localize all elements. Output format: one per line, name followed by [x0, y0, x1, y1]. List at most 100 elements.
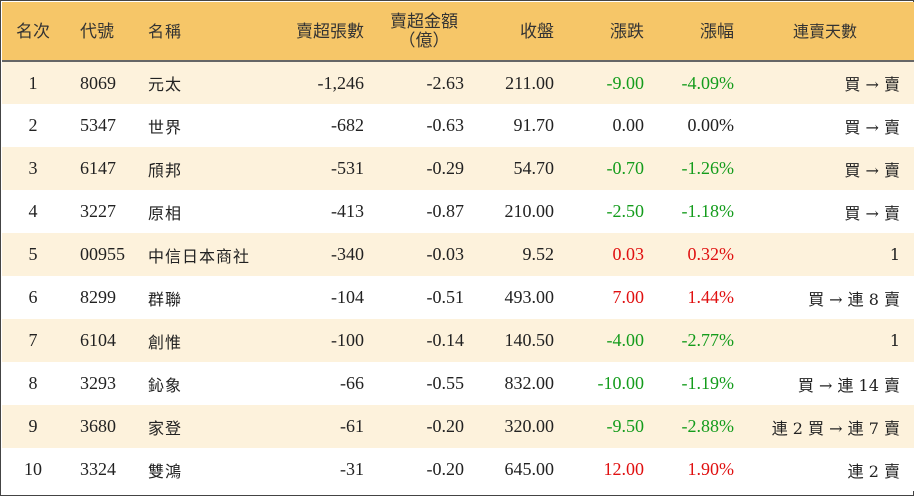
cell-net-sell-lots: -531: [331, 158, 364, 178]
cell-close: 645.00: [504, 459, 555, 479]
cell-rank: 9: [28, 416, 38, 436]
table-row[interactable]: 9 3680 家登 -61 -0.20 320.00 -9.50 -2.88% …: [2, 405, 914, 448]
cell-close: 211.00: [505, 72, 554, 93]
cell-change: 0.03: [612, 244, 645, 264]
cell-change: 7.00: [612, 287, 645, 307]
cell-rank: 8: [28, 373, 38, 393]
cell-net-sell-amount: -0.63: [426, 115, 465, 135]
cell-name[interactable]: 中信日本商社: [148, 246, 251, 266]
cell-net-sell-amount: -0.55: [426, 373, 465, 393]
table-body: 1 8069 元太 -1,246 -2.63 211.00 -9.00 -4.0…: [2, 61, 914, 491]
header-name[interactable]: 名稱: [136, 2, 264, 62]
header-code[interactable]: 代號: [64, 2, 136, 62]
header-net-sell-amount-line1: 賣超金額: [390, 12, 458, 31]
cell-code: 00955: [80, 244, 125, 264]
cell-change: -2.50: [606, 201, 645, 221]
cell-name[interactable]: 鈊象: [148, 375, 183, 395]
cell-name[interactable]: 群聯: [148, 289, 183, 309]
cell-name[interactable]: 家登: [148, 418, 183, 438]
cell-change: -0.70: [606, 158, 645, 178]
cell-change: -9.50: [606, 416, 645, 436]
header-net-sell-amount-line2: （億）: [398, 31, 450, 50]
table-row[interactable]: 10 3324 雙鴻 -31 -0.20 645.00 12.00 1.90% …: [2, 448, 914, 491]
cell-rank: 6: [28, 287, 38, 307]
header-rank[interactable]: 名次: [2, 2, 64, 62]
cell-change: -4.00: [606, 330, 645, 350]
cell-rank: 4: [28, 201, 38, 221]
table-row[interactable]: 3 6147 頎邦 -531 -0.29 54.70 -0.70 -1.26% …: [2, 147, 914, 190]
cell-close: 320.00: [504, 416, 555, 436]
cell-change-pct: 0.00%: [687, 115, 735, 135]
header-net-sell-lots[interactable]: 賣超張數: [264, 2, 374, 62]
cell-net-sell-amount: -2.63: [426, 72, 465, 93]
cell-net-sell-lots: -31: [340, 459, 364, 479]
header-net-sell-amount[interactable]: 賣超金額 （億）: [374, 2, 474, 62]
cell-rank: 7: [28, 330, 38, 350]
cell-name[interactable]: 雙鴻: [148, 461, 183, 481]
cell-name[interactable]: 創惟: [148, 332, 183, 352]
cell-name[interactable]: 元太: [148, 75, 183, 94]
cell-close: 832.00: [504, 373, 555, 393]
cell-code: 3227: [80, 201, 116, 221]
table-row[interactable]: 5 00955 中信日本商社 -340 -0.03 9.52 0.03 0.32…: [2, 233, 914, 276]
cell-code: 8069: [80, 72, 116, 93]
cell-rank: 5: [28, 244, 38, 264]
table-row[interactable]: 4 3227 原相 -413 -0.87 210.00 -2.50 -1.18%…: [2, 190, 914, 233]
header-change-pct[interactable]: 漲幅: [654, 2, 744, 62]
cell-streak: 1: [889, 331, 900, 350]
cell-streak: 1: [889, 245, 900, 264]
header-streak[interactable]: 連賣天數: [744, 2, 914, 62]
cell-code: 3293: [80, 373, 116, 393]
cell-change-pct: -1.18%: [681, 201, 735, 221]
cell-close: 493.00: [504, 287, 555, 307]
cell-close: 140.50: [504, 330, 555, 350]
header-change[interactable]: 漲跌: [564, 2, 654, 62]
table-header: 名次 代號 名稱 賣超張數 賣超金額 （億） 收盤 漲跌 漲幅 連賣天數: [2, 2, 914, 62]
header-row: 名次 代號 名稱 賣超張數 賣超金額 （億） 收盤 漲跌 漲幅 連賣天數: [2, 2, 914, 62]
cell-change-pct: -1.26%: [681, 158, 735, 178]
cell-streak: 買 → 賣: [844, 117, 900, 137]
cell-streak: 買 → 賣: [844, 160, 900, 180]
table-row[interactable]: 8 3293 鈊象 -66 -0.55 832.00 -10.00 -1.19%…: [2, 362, 914, 405]
cell-name[interactable]: 頎邦: [148, 160, 183, 180]
cell-close: 54.70: [513, 158, 555, 178]
cell-change: 0.00: [612, 115, 645, 135]
cell-code: 3680: [80, 416, 116, 436]
cell-name[interactable]: 世界: [148, 117, 183, 137]
cell-rank: 2: [28, 115, 38, 135]
cell-net-sell-lots: -682: [331, 115, 364, 135]
cell-net-sell-amount: -0.20: [426, 459, 465, 479]
cell-net-sell-amount: -0.51: [426, 287, 465, 307]
cell-close: 91.70: [513, 115, 555, 135]
cell-net-sell-lots: -100: [331, 330, 364, 350]
cell-change: -9.00: [606, 72, 645, 93]
cell-streak: 連 2 買 → 連 7 賣: [771, 418, 900, 438]
cell-code: 6104: [80, 330, 116, 350]
cell-net-sell-amount: -0.87: [426, 201, 465, 221]
cell-streak: 買 → 賣: [844, 75, 900, 94]
cell-rank: 10: [24, 459, 42, 479]
table-row[interactable]: 2 5347 世界 -682 -0.63 91.70 0.00 0.00% 買 …: [2, 104, 914, 147]
cell-net-sell-lots: -66: [340, 373, 364, 393]
header-close[interactable]: 收盤: [474, 2, 564, 62]
cell-net-sell-amount: -0.14: [426, 330, 465, 350]
cell-net-sell-lots: -413: [331, 201, 364, 221]
cell-net-sell-amount: -0.03: [426, 244, 465, 264]
cell-change-pct: -1.19%: [681, 373, 735, 393]
cell-name[interactable]: 原相: [148, 203, 183, 223]
cell-code: 6147: [80, 158, 116, 178]
cell-net-sell-lots: -1,246: [317, 72, 365, 93]
cell-change-pct: -4.09%: [681, 72, 735, 93]
cell-change-pct: -2.77%: [681, 330, 735, 350]
cell-streak: 連 2 賣: [847, 461, 900, 481]
cell-rank: 3: [28, 158, 38, 178]
cell-change-pct: 1.44%: [687, 287, 735, 307]
table-row[interactable]: 6 8299 群聯 -104 -0.51 493.00 7.00 1.44% 買…: [2, 276, 914, 319]
cell-net-sell-amount: -0.20: [426, 416, 465, 436]
cell-close: 9.52: [522, 244, 555, 264]
table-row[interactable]: 1 8069 元太 -1,246 -2.63 211.00 -9.00 -4.0…: [2, 61, 914, 104]
cell-streak: 買 → 賣: [844, 203, 900, 223]
table-row[interactable]: 7 6104 創惟 -100 -0.14 140.50 -4.00 -2.77%…: [2, 319, 914, 362]
